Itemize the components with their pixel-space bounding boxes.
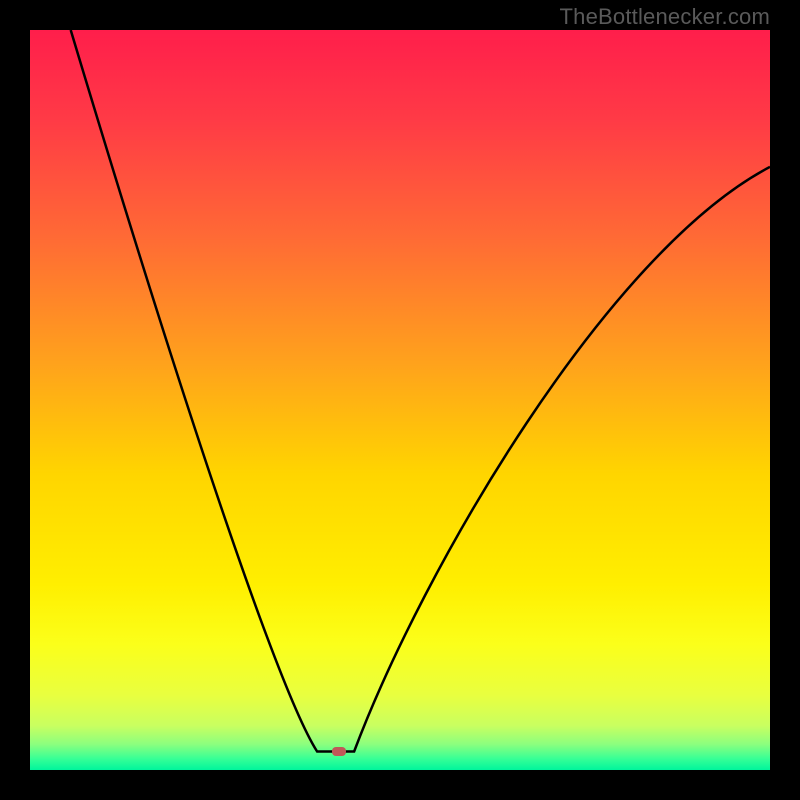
- chart-container: TheBottlenecker.com: [0, 0, 800, 800]
- bottleneck-curve: [30, 30, 770, 770]
- plot-area: [30, 30, 770, 770]
- watermark-text: TheBottlenecker.com: [560, 4, 770, 30]
- optimal-point-marker: [332, 747, 346, 756]
